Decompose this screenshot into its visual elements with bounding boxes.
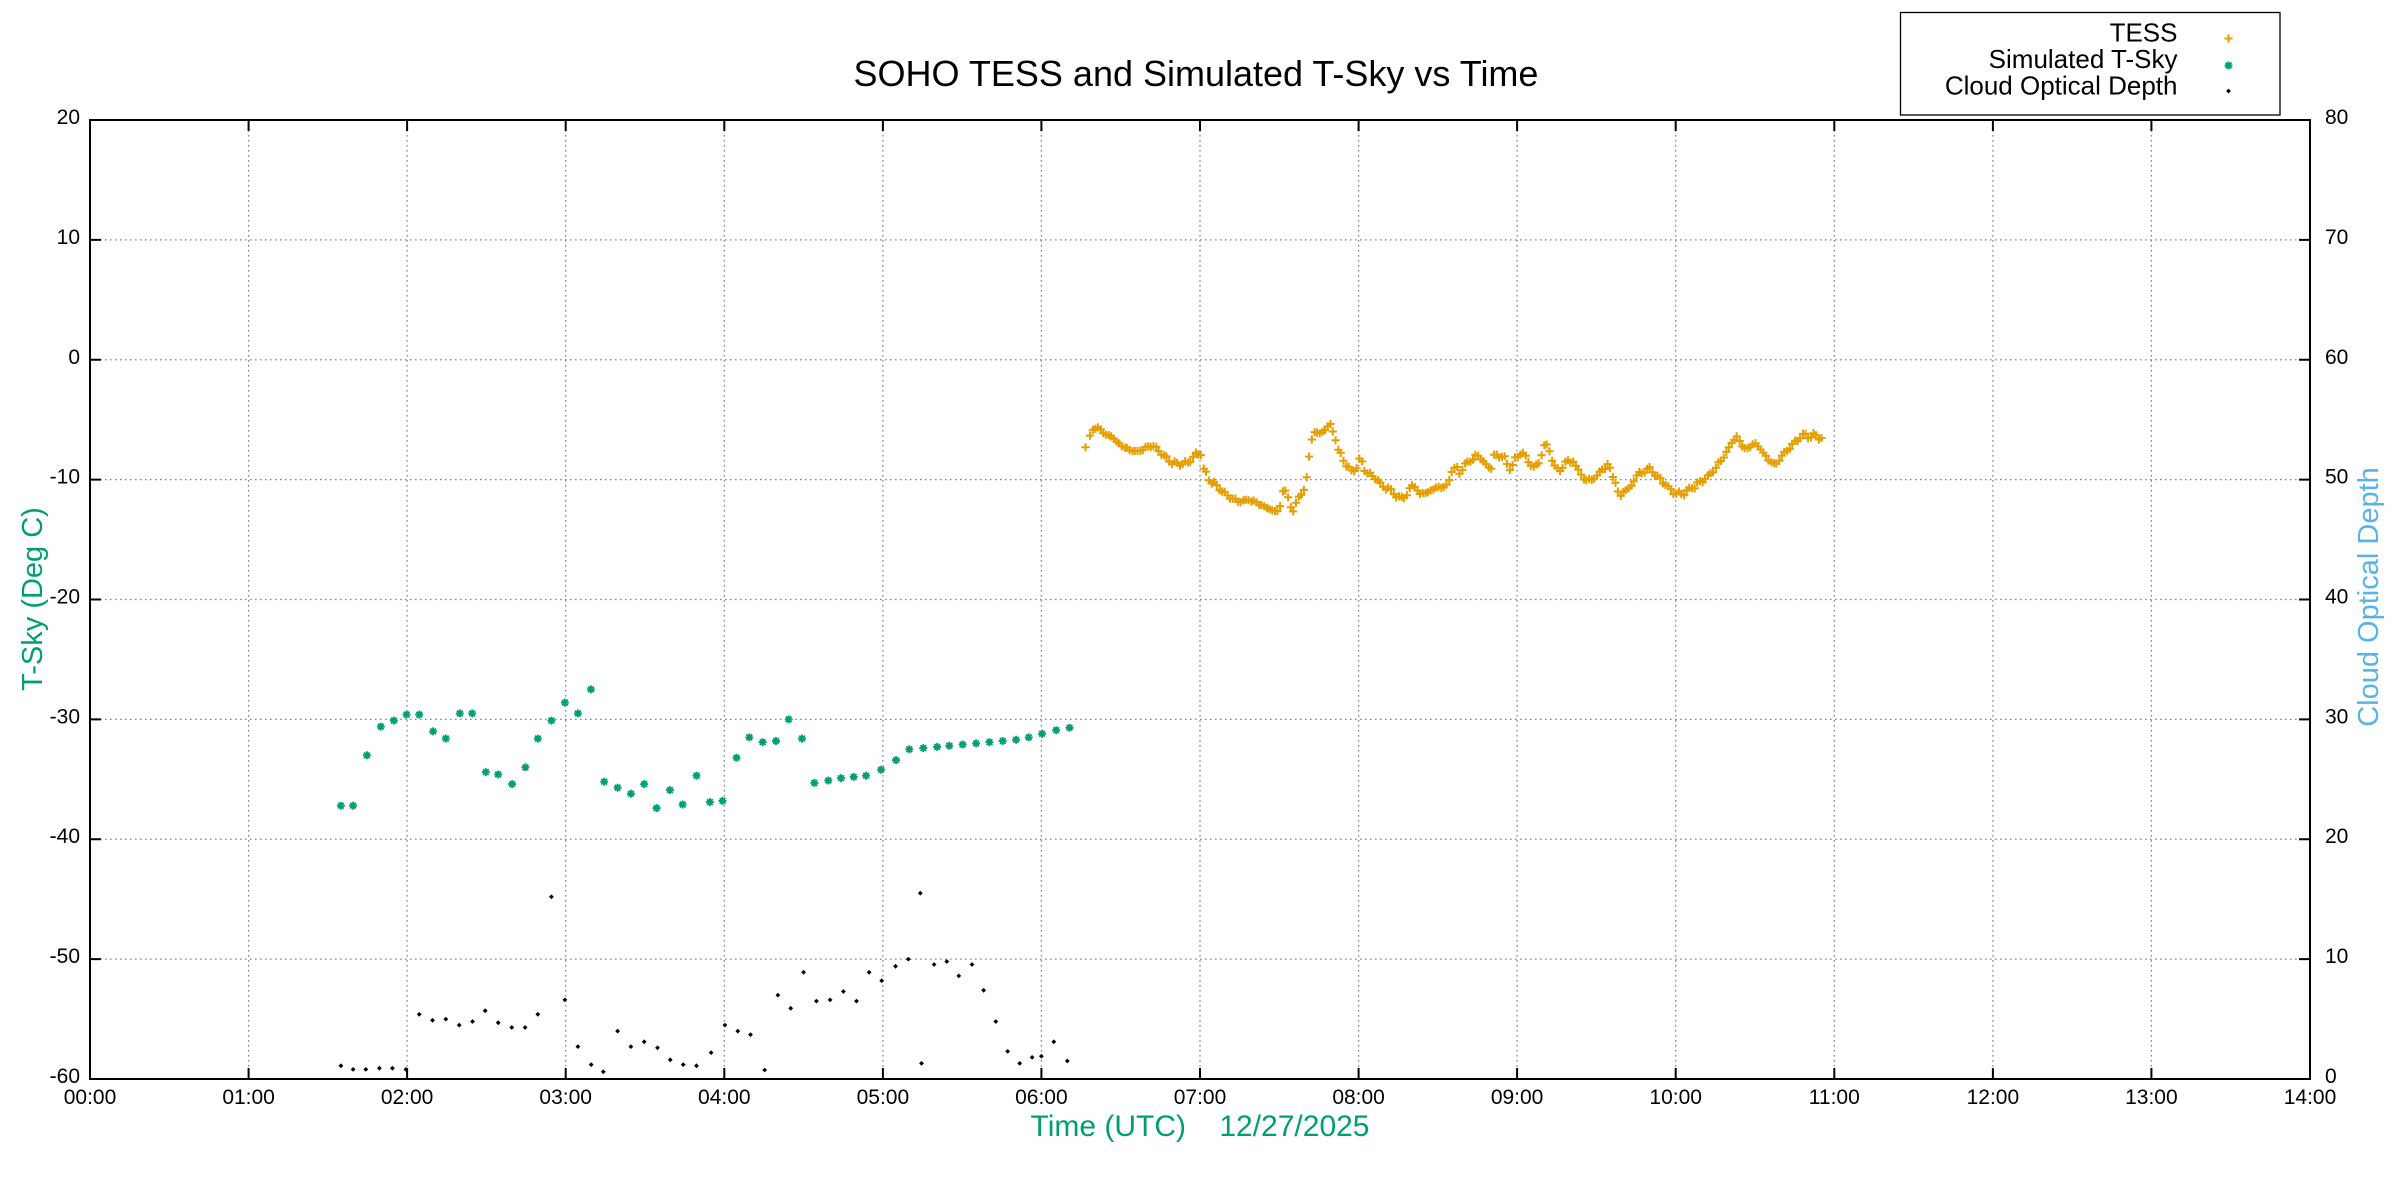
svg-text:Cloud Optical Depth: Cloud Optical Depth [2353,467,2385,727]
svg-text:0: 0 [68,346,80,369]
svg-text:Time (UTC) 12/27/2025: Time (UTC) 12/27/2025 [1030,1110,1369,1143]
svg-text:03:00: 03:00 [539,1086,592,1109]
svg-text:30: 30 [2325,705,2348,728]
svg-text:04:00: 04:00 [698,1086,751,1109]
svg-text:0: 0 [2325,1065,2337,1088]
svg-text:12:00: 12:00 [1967,1086,2020,1109]
svg-text:-10: -10 [50,466,80,489]
svg-text:08:00: 08:00 [1332,1086,1385,1109]
svg-text:TESS: TESS [2110,18,2178,48]
svg-text:-30: -30 [50,705,80,728]
svg-text:80: 80 [2325,106,2348,129]
svg-text:-20: -20 [50,586,80,609]
svg-text:00:00: 00:00 [64,1086,117,1109]
svg-text:10: 10 [2325,945,2348,968]
svg-text:06:00: 06:00 [1015,1086,1068,1109]
svg-text:60: 60 [2325,346,2348,369]
svg-text:-40: -40 [50,825,80,848]
svg-text:40: 40 [2325,586,2348,609]
svg-text:70: 70 [2325,226,2348,249]
svg-text:05:00: 05:00 [857,1086,910,1109]
svg-text:Simulated T-Sky: Simulated T-Sky [1989,44,2178,74]
svg-text:02:00: 02:00 [381,1086,434,1109]
svg-text:20: 20 [2325,825,2348,848]
svg-text:Cloud Optical Depth: Cloud Optical Depth [1945,71,2178,101]
svg-text:-60: -60 [50,1065,80,1088]
svg-text:10: 10 [57,226,80,249]
svg-text:13:00: 13:00 [2125,1086,2178,1109]
svg-text:09:00: 09:00 [1491,1086,1544,1109]
svg-text:10:00: 10:00 [1649,1086,1702,1109]
svg-text:01:00: 01:00 [222,1086,275,1109]
svg-text:T-Sky (Deg C): T-Sky (Deg C) [17,507,49,691]
svg-text:50: 50 [2325,466,2348,489]
svg-text:14:00: 14:00 [2284,1086,2337,1109]
svg-text:11:00: 11:00 [1809,1086,1860,1109]
svg-text:20: 20 [57,106,80,129]
svg-text:-50: -50 [50,945,80,968]
svg-text:07:00: 07:00 [1174,1086,1227,1109]
svg-text:SOHO TESS and Simulated T-Sky: SOHO TESS and Simulated T-Sky vs Time [854,53,1539,94]
